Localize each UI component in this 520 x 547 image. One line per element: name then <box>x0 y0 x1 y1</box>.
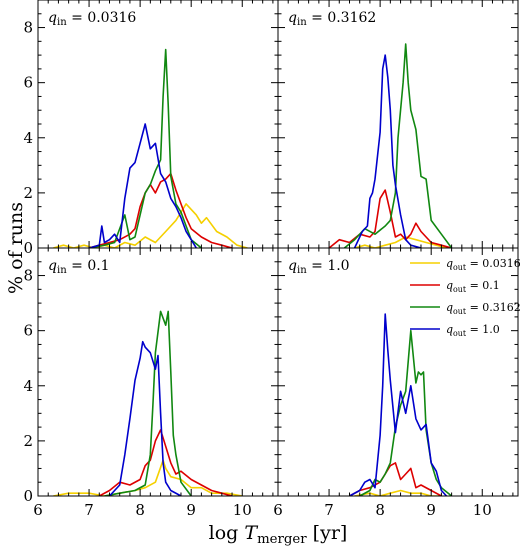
y-tick-label: 4 <box>23 377 33 395</box>
ticks <box>37 248 278 497</box>
series-line-q-out-0-1 <box>98 429 233 496</box>
series-line-q-out-1-0 <box>349 313 448 496</box>
y-axis-title: % of runs <box>5 202 27 294</box>
series-line-q-out-0-0316 <box>354 489 442 496</box>
x-tick-label: 9 <box>426 501 436 519</box>
series-line-q-out-0-0316 <box>53 203 248 248</box>
x-tick-label: 9 <box>186 501 196 519</box>
series-line-q-out-1-0 <box>88 123 197 248</box>
panel-frame <box>277 0 519 249</box>
x-tick-label: 6 <box>33 501 43 519</box>
legend: qout = 0.0316 qout = 0.1 qout = 0.3162 qout… <box>410 257 520 338</box>
legend-entry-label: qout = 0.1 <box>446 279 500 294</box>
x-tick-label: 7 <box>324 501 334 519</box>
ticks <box>277 0 518 249</box>
y-tick-label: 0 <box>23 487 33 505</box>
y-tick-label: 4 <box>23 129 33 147</box>
y-tick-label: 8 <box>23 267 33 285</box>
y-tick-label: 8 <box>23 19 33 37</box>
x-tick-label: 6 <box>273 501 283 519</box>
series-group <box>328 43 453 248</box>
x-axis-title: log Tmerger [yr] <box>209 522 348 547</box>
panel-4: 6 7 8 9 10 qin = 1.0 <box>273 247 519 519</box>
panel-label: qin = 0.0316 <box>48 10 136 28</box>
legend-entry-label: qout = 0.3162 <box>446 301 520 316</box>
legend-entry-label: qout = 0.0316 <box>446 257 520 272</box>
x-tick-label: 8 <box>375 501 385 519</box>
panel-2: qin = 0.3162 <box>277 0 519 249</box>
series-group <box>53 48 248 248</box>
series-line-q-out-0-1 <box>88 172 233 248</box>
y-tick-label: 6 <box>23 74 33 92</box>
axes-text-layer: % of runs log Tmerger [yr] <box>5 202 347 547</box>
series-group <box>349 313 453 496</box>
panel-label: qin = 0.1 <box>48 258 110 276</box>
y-tick-label: 2 <box>23 184 33 202</box>
x-tick-label: 10 <box>473 501 492 519</box>
x-tick-label: 8 <box>135 501 145 519</box>
series-line-q-out-1-0 <box>108 340 182 496</box>
series-line-q-out-0-3162 <box>104 310 192 496</box>
series-line-q-out-0-3162 <box>88 48 202 248</box>
series-line-q-out-0-3162 <box>343 43 453 248</box>
panel-label: qin = 1.0 <box>288 258 350 276</box>
series-group <box>53 310 243 496</box>
x-tick-label: 7 <box>84 501 94 519</box>
panel-1: 0 2 4 6 8 qin = 0.0316 <box>23 0 279 257</box>
y-tick-label: 2 <box>23 432 33 450</box>
ticks <box>277 248 518 497</box>
y-tick-label: 0 <box>23 239 33 257</box>
legend-entry-label: qout = 1.0 <box>446 323 500 338</box>
y-tick-label: 6 <box>23 322 33 340</box>
ticks <box>37 0 278 249</box>
series-line-q-out-1-0 <box>353 54 422 248</box>
panels-layer: 0 2 4 6 8 qin = 0.0316 qin = 0.3162 0 2 4 6 8 6 7 8 9 10… <box>23 0 520 519</box>
panel-frame <box>37 0 279 249</box>
panel-3: 0 2 4 6 8 6 7 8 9 10 qin = 0.1 <box>23 247 279 519</box>
panel-label: qin = 0.3162 <box>288 10 376 28</box>
x-tick-label: 10 <box>233 501 252 519</box>
